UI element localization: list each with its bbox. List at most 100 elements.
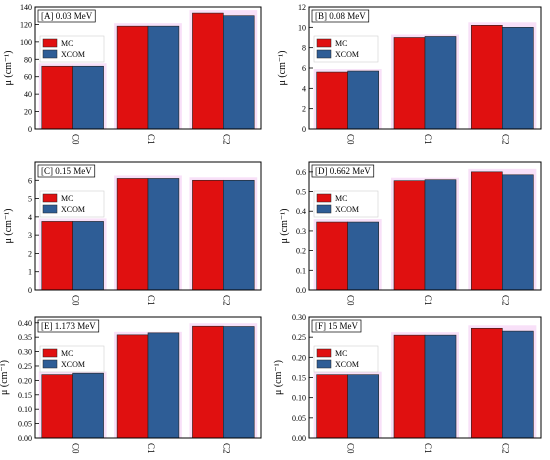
bar-xcom-c0	[347, 374, 379, 439]
bar-xcom-c2	[223, 326, 255, 439]
bar-xcom-c0	[72, 221, 104, 291]
bar-mc-c2	[471, 327, 503, 439]
y-axis-label: μ (cm⁻¹)	[279, 208, 290, 243]
x-tick-label: C1	[423, 295, 433, 306]
x-tick-label: C1	[146, 134, 156, 145]
legend-label-xcom: XCOM	[61, 205, 85, 214]
legend-swatch-mc	[316, 193, 332, 203]
legend-swatch-xcom	[42, 204, 58, 214]
legend-label-mc: MC	[61, 349, 73, 358]
x-tick-label: C0	[346, 134, 356, 145]
y-tick-label: 6	[302, 64, 306, 73]
legend-swatch-xcom	[316, 204, 332, 214]
y-tick-label: 0.05	[292, 414, 306, 423]
y-tick-label: 0.1	[296, 266, 306, 275]
x-tick-label: C0	[71, 443, 81, 454]
x-tick-label: C2	[500, 134, 510, 145]
y-tick-label: 0.5	[296, 188, 306, 197]
chart-panel-3: 0.0 0.1 0.2 0.3 0.4 0.5 0.6 μ (cm⁻¹) C0 C1 C2 [D] 0…	[279, 161, 542, 306]
y-tick-label: 80	[24, 55, 32, 64]
panel-label: [D] 0.662 MeV	[315, 166, 371, 176]
y-tick-label: 0.40	[18, 319, 32, 328]
x-tick-label: C0	[71, 295, 81, 306]
legend-swatch-xcom	[316, 49, 332, 59]
bar-xcom-c2	[223, 15, 255, 130]
y-tick-label: 6	[28, 176, 32, 185]
y-tick-label: 0.4	[296, 207, 306, 216]
legend-swatch-mc	[42, 348, 58, 358]
bar-mc-c1	[393, 334, 426, 439]
bar-xcom-c2	[502, 330, 534, 439]
bar-xcom-c0	[72, 372, 104, 439]
x-tick-label: C0	[346, 295, 356, 306]
x-tick-label: C0	[346, 443, 356, 454]
x-tick-label: C2	[221, 295, 231, 306]
bar-mc-c1	[393, 37, 426, 130]
bar-mc-c1	[116, 25, 149, 130]
y-tick-label: 10	[298, 23, 306, 32]
bar-mc-c1	[116, 178, 149, 291]
legend-label-xcom: XCOM	[335, 50, 359, 59]
x-tick-label: C1	[423, 134, 433, 145]
bar-xcom-c1	[424, 179, 457, 291]
legend-label-xcom: XCOM	[335, 205, 359, 214]
plot-frame	[34, 6, 262, 130]
legend-label-xcom: XCOM	[61, 360, 85, 369]
panel-label: [C] 0.15 MeV	[41, 166, 92, 176]
panel-label-box	[37, 164, 96, 178]
legend-swatch-mc	[316, 38, 332, 48]
legend-label-xcom: XCOM	[335, 360, 359, 369]
y-tick-label: 0.10	[292, 394, 306, 403]
bar-mc-c0	[316, 71, 348, 130]
legend-swatch-mc	[42, 193, 58, 203]
y-tick-label: 0.35	[18, 333, 32, 342]
panel-label: [F] 15 MeV	[315, 321, 358, 331]
legend-swatch-xcom	[316, 359, 332, 369]
bar-xcom-c1	[424, 334, 457, 439]
x-tick-label: C2	[221, 134, 231, 145]
bar-mc-c0	[316, 221, 348, 291]
y-axis-label: μ (cm⁻¹)	[277, 50, 288, 85]
bar-xcom-c1	[424, 36, 457, 130]
legend-label-xcom: XCOM	[61, 50, 85, 59]
y-tick-label: 0.25	[292, 333, 306, 342]
y-tick-label: 140	[20, 3, 32, 12]
bar-mc-c2	[471, 171, 503, 291]
x-tick-label: C1	[146, 443, 156, 454]
panel-label-box	[311, 164, 375, 178]
y-axis-label: μ (cm⁻¹)	[273, 360, 284, 395]
x-tick-label: C0	[71, 134, 81, 145]
legend-swatch-mc	[42, 38, 58, 48]
chart-panel-1: 0 2 4 6 8 10 12 μ (cm⁻¹) C0 C1 C2 [B] 0.08 MeV MC XCO…	[277, 3, 542, 145]
y-tick-label: 0.6	[296, 168, 306, 177]
legend-label-mc: MC	[61, 194, 73, 203]
legend-swatch-xcom	[42, 49, 58, 59]
x-tick-label: C1	[423, 443, 433, 454]
y-tick-label: 0	[28, 286, 32, 295]
legend-label-mc: MC	[335, 39, 347, 48]
y-tick-label: 0.10	[18, 405, 32, 414]
x-tick-label: C2	[500, 295, 510, 306]
chart-panel-5: 0.00 0.05 0.10 0.15 0.20 0.25 0.30 μ (cm⁻¹) C0 C1…	[273, 313, 542, 454]
y-tick-label: 0.05	[18, 420, 32, 429]
bar-mc-c1	[116, 334, 149, 439]
bar-mc-c1	[393, 180, 426, 291]
y-tick-label: 0.3	[296, 227, 306, 236]
y-tick-label: 8	[302, 44, 306, 53]
y-tick-label: 4	[28, 213, 32, 222]
chart-panel-2: 0 1 2 3 4 5 6 μ (cm⁻¹) C0 C1 C2 [C] 0.15 MeV MC XCOM	[3, 161, 262, 306]
plot-frame	[34, 316, 262, 439]
x-tick-label: C1	[146, 295, 156, 306]
bar-xcom-c2	[502, 174, 534, 291]
y-tick-label: 0.0	[296, 286, 306, 295]
y-tick-label: 0.15	[18, 391, 32, 400]
bar-mc-c0	[41, 65, 73, 130]
bar-xcom-c2	[502, 27, 534, 130]
y-tick-label: 20	[24, 108, 32, 117]
y-tick-label: 0	[28, 125, 32, 134]
bar-mc-c0	[41, 221, 73, 291]
y-tick-label: 100	[20, 38, 32, 47]
bar-xcom-c0	[72, 65, 104, 130]
bar-mc-c0	[316, 374, 348, 439]
